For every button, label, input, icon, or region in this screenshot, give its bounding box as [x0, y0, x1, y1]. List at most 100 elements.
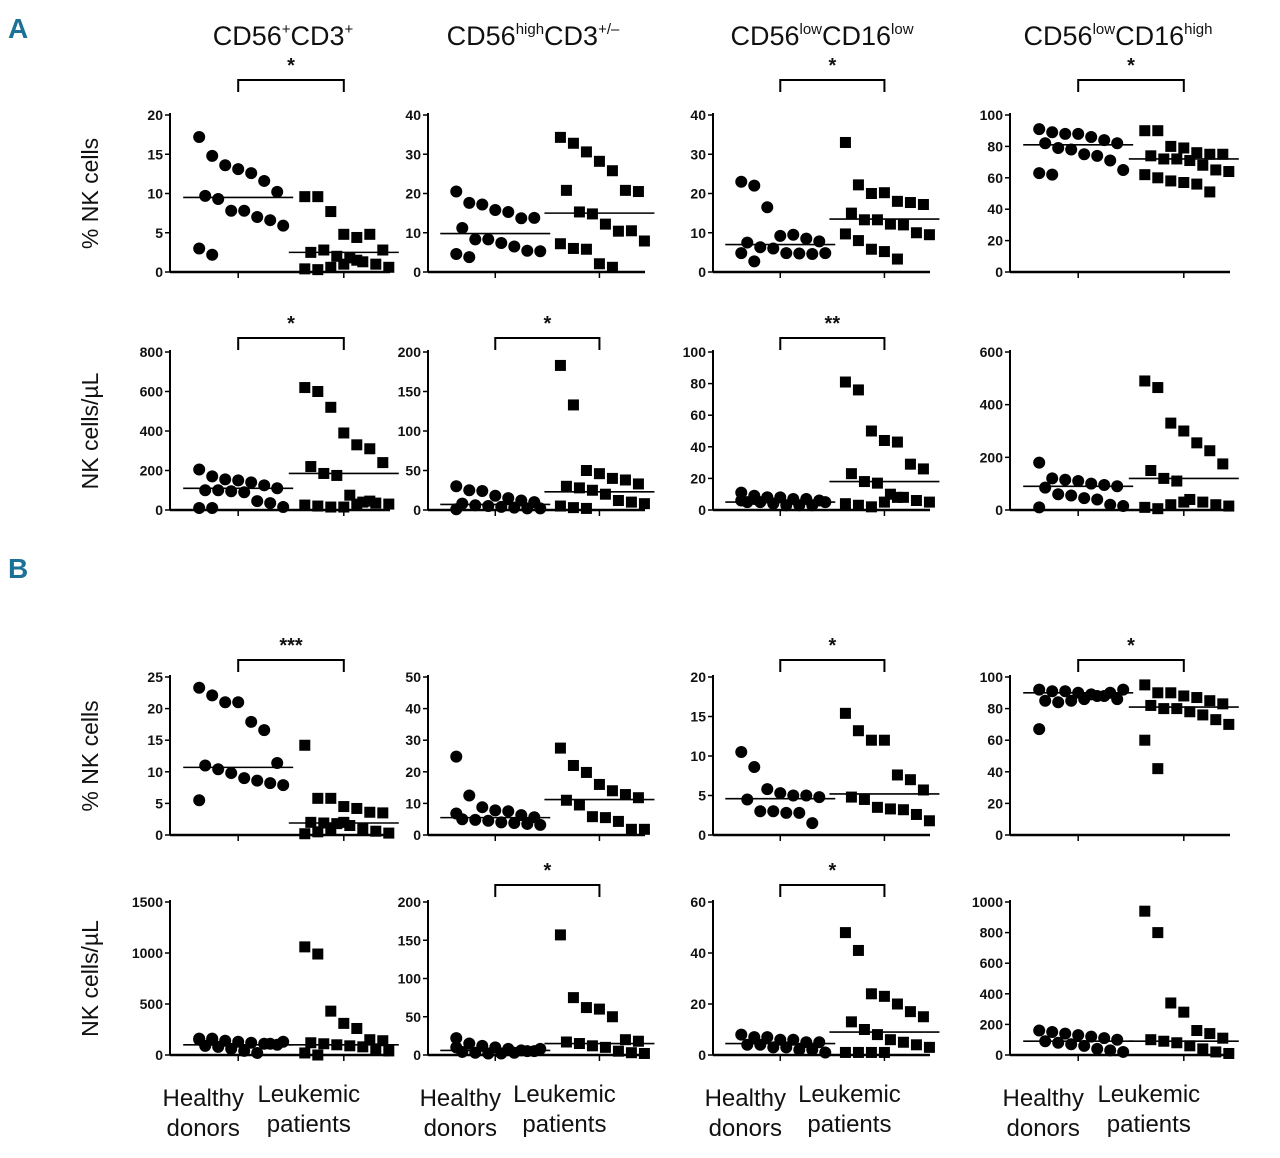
leukemic-patient-point	[331, 250, 343, 262]
leukemic-patient-point	[884, 803, 896, 815]
leukemic-patient-point	[370, 258, 382, 270]
leukemic-patient-point	[612, 815, 624, 827]
healthy-donor-point	[1117, 683, 1130, 696]
leukemic-patient-point	[1165, 417, 1177, 429]
leukemic-patient-point	[312, 948, 324, 960]
leukemic-patient-point	[1191, 147, 1203, 159]
y-tick-label: 15	[147, 732, 163, 748]
healthy-donor-point	[1033, 123, 1046, 136]
leukemic-patient-point	[1139, 905, 1151, 917]
column-title-superscript: low	[799, 21, 822, 38]
y-tick-label: 30	[405, 732, 421, 748]
leukemic-patient-point	[1165, 140, 1177, 152]
scatter-panel-b-r3-c1: 0 50 100 150 200 *	[398, 860, 655, 1063]
healthy-donor-point	[1065, 694, 1078, 707]
leukemic-patient-point	[357, 823, 369, 835]
healthy-donor-point	[456, 222, 469, 235]
healthy-donor-point	[206, 689, 219, 702]
leukemic-patient-point	[580, 146, 592, 158]
leukemic-patient-point	[904, 458, 916, 470]
leukemic-patient-point	[865, 188, 877, 199]
healthy-donor-point	[495, 500, 508, 513]
leukemic-patient-point	[891, 491, 903, 503]
y-tick-label: 25	[147, 669, 163, 685]
leukemic-patient-point	[1139, 169, 1151, 181]
healthy-donor-point	[193, 1033, 206, 1046]
leukemic-patient-point	[351, 1022, 363, 1034]
y-tick-label: 40	[405, 701, 421, 717]
y-tick-label: 40	[690, 439, 706, 455]
healthy-donor-point	[1085, 1030, 1098, 1043]
healthy-donor-point	[232, 696, 245, 709]
healthy-donor-point	[245, 1036, 258, 1049]
y-tick-label: 5	[698, 788, 706, 804]
healthy-donor-point	[761, 1031, 774, 1044]
leukemic-patient-point	[554, 929, 566, 941]
leukemic-patient-point	[891, 769, 903, 781]
leukemic-patient-point	[383, 827, 395, 839]
y-tick-label: 0	[995, 1047, 1003, 1063]
healthy-donor-point	[264, 497, 277, 510]
y-tick-label: 400	[980, 397, 1004, 413]
panel-label-a: A	[8, 13, 28, 44]
scatter-panel-a-r0-c3: 0 20 40 60 80 100 *	[980, 55, 1239, 280]
leukemic-patient-point	[1178, 425, 1190, 437]
leukemic-patient-point	[638, 498, 650, 510]
leukemic-patient-point	[338, 501, 350, 513]
healthy-donor-point	[748, 492, 761, 505]
significance-bracket	[237, 79, 345, 92]
healthy-donor-point	[277, 501, 290, 514]
y-tick-label: 100	[980, 107, 1004, 123]
leukemic-patient-point	[318, 1038, 330, 1050]
leukemic-patient-point	[344, 489, 356, 501]
leukemic-patient-point	[865, 425, 877, 437]
leukemic-patient-point	[1165, 997, 1177, 1009]
leukemic-patient-point	[344, 252, 356, 264]
column-title: CD56highCD3+/–	[447, 21, 620, 51]
group-label-line1: Healthy	[1003, 1085, 1084, 1112]
healthy-donor-point	[1046, 1026, 1059, 1039]
leukemic-patient-point	[364, 228, 376, 240]
healthy-donor-point	[199, 484, 212, 497]
healthy-donor-point	[767, 242, 780, 255]
healthy-donor-point	[502, 805, 515, 818]
healthy-donor-point	[199, 189, 212, 202]
leukemic-patient-point	[325, 501, 337, 513]
healthy-donor-point	[774, 787, 787, 800]
healthy-donor-point	[800, 232, 813, 245]
column-title-text: CD56	[730, 21, 799, 51]
y-tick-label: 400	[980, 986, 1004, 1002]
healthy-donor-point	[774, 229, 787, 242]
column-title-text: CD56	[213, 21, 282, 51]
healthy-donor-point	[502, 205, 515, 218]
leukemic-patient-point	[1204, 445, 1216, 457]
leukemic-patient-point	[1158, 703, 1170, 715]
scatter-panel-b-r3-c3: 0 200 400 600 800 1000	[972, 894, 1239, 1063]
leukemic-patient-point	[573, 206, 585, 218]
healthy-donor-point	[508, 1046, 521, 1059]
leukemic-patient-point	[1152, 172, 1164, 184]
leukemic-patient-point	[1217, 698, 1229, 710]
leukemic-patient-point	[586, 811, 598, 823]
leukemic-patient-point	[305, 461, 317, 473]
y-tick-label: 0	[995, 264, 1003, 280]
healthy-donor-point	[271, 756, 284, 769]
healthy-donor-point	[277, 779, 290, 792]
leukemic-patient-point	[1152, 927, 1164, 939]
healthy-donor-point	[806, 499, 819, 512]
y-tick-label: 20	[690, 669, 706, 685]
healthy-donor-point	[735, 247, 748, 260]
group-label-line1: Leukemic	[798, 1081, 901, 1108]
healthy-donor-point	[1085, 477, 1098, 490]
y-axis-label: % NK cells	[77, 138, 103, 249]
leukemic-patient-point	[878, 734, 890, 746]
leukemic-patient-point	[619, 474, 631, 486]
y-axis-label: NK cells/µL	[77, 372, 103, 489]
healthy-donor-point	[1046, 126, 1059, 139]
leukemic-patient-point	[852, 944, 864, 956]
healthy-donor-point	[534, 245, 547, 258]
healthy-donor-point	[534, 818, 547, 831]
healthy-donor-point	[1059, 685, 1072, 698]
leukemic-patient-point	[1152, 503, 1164, 515]
healthy-donor-point	[754, 805, 767, 818]
